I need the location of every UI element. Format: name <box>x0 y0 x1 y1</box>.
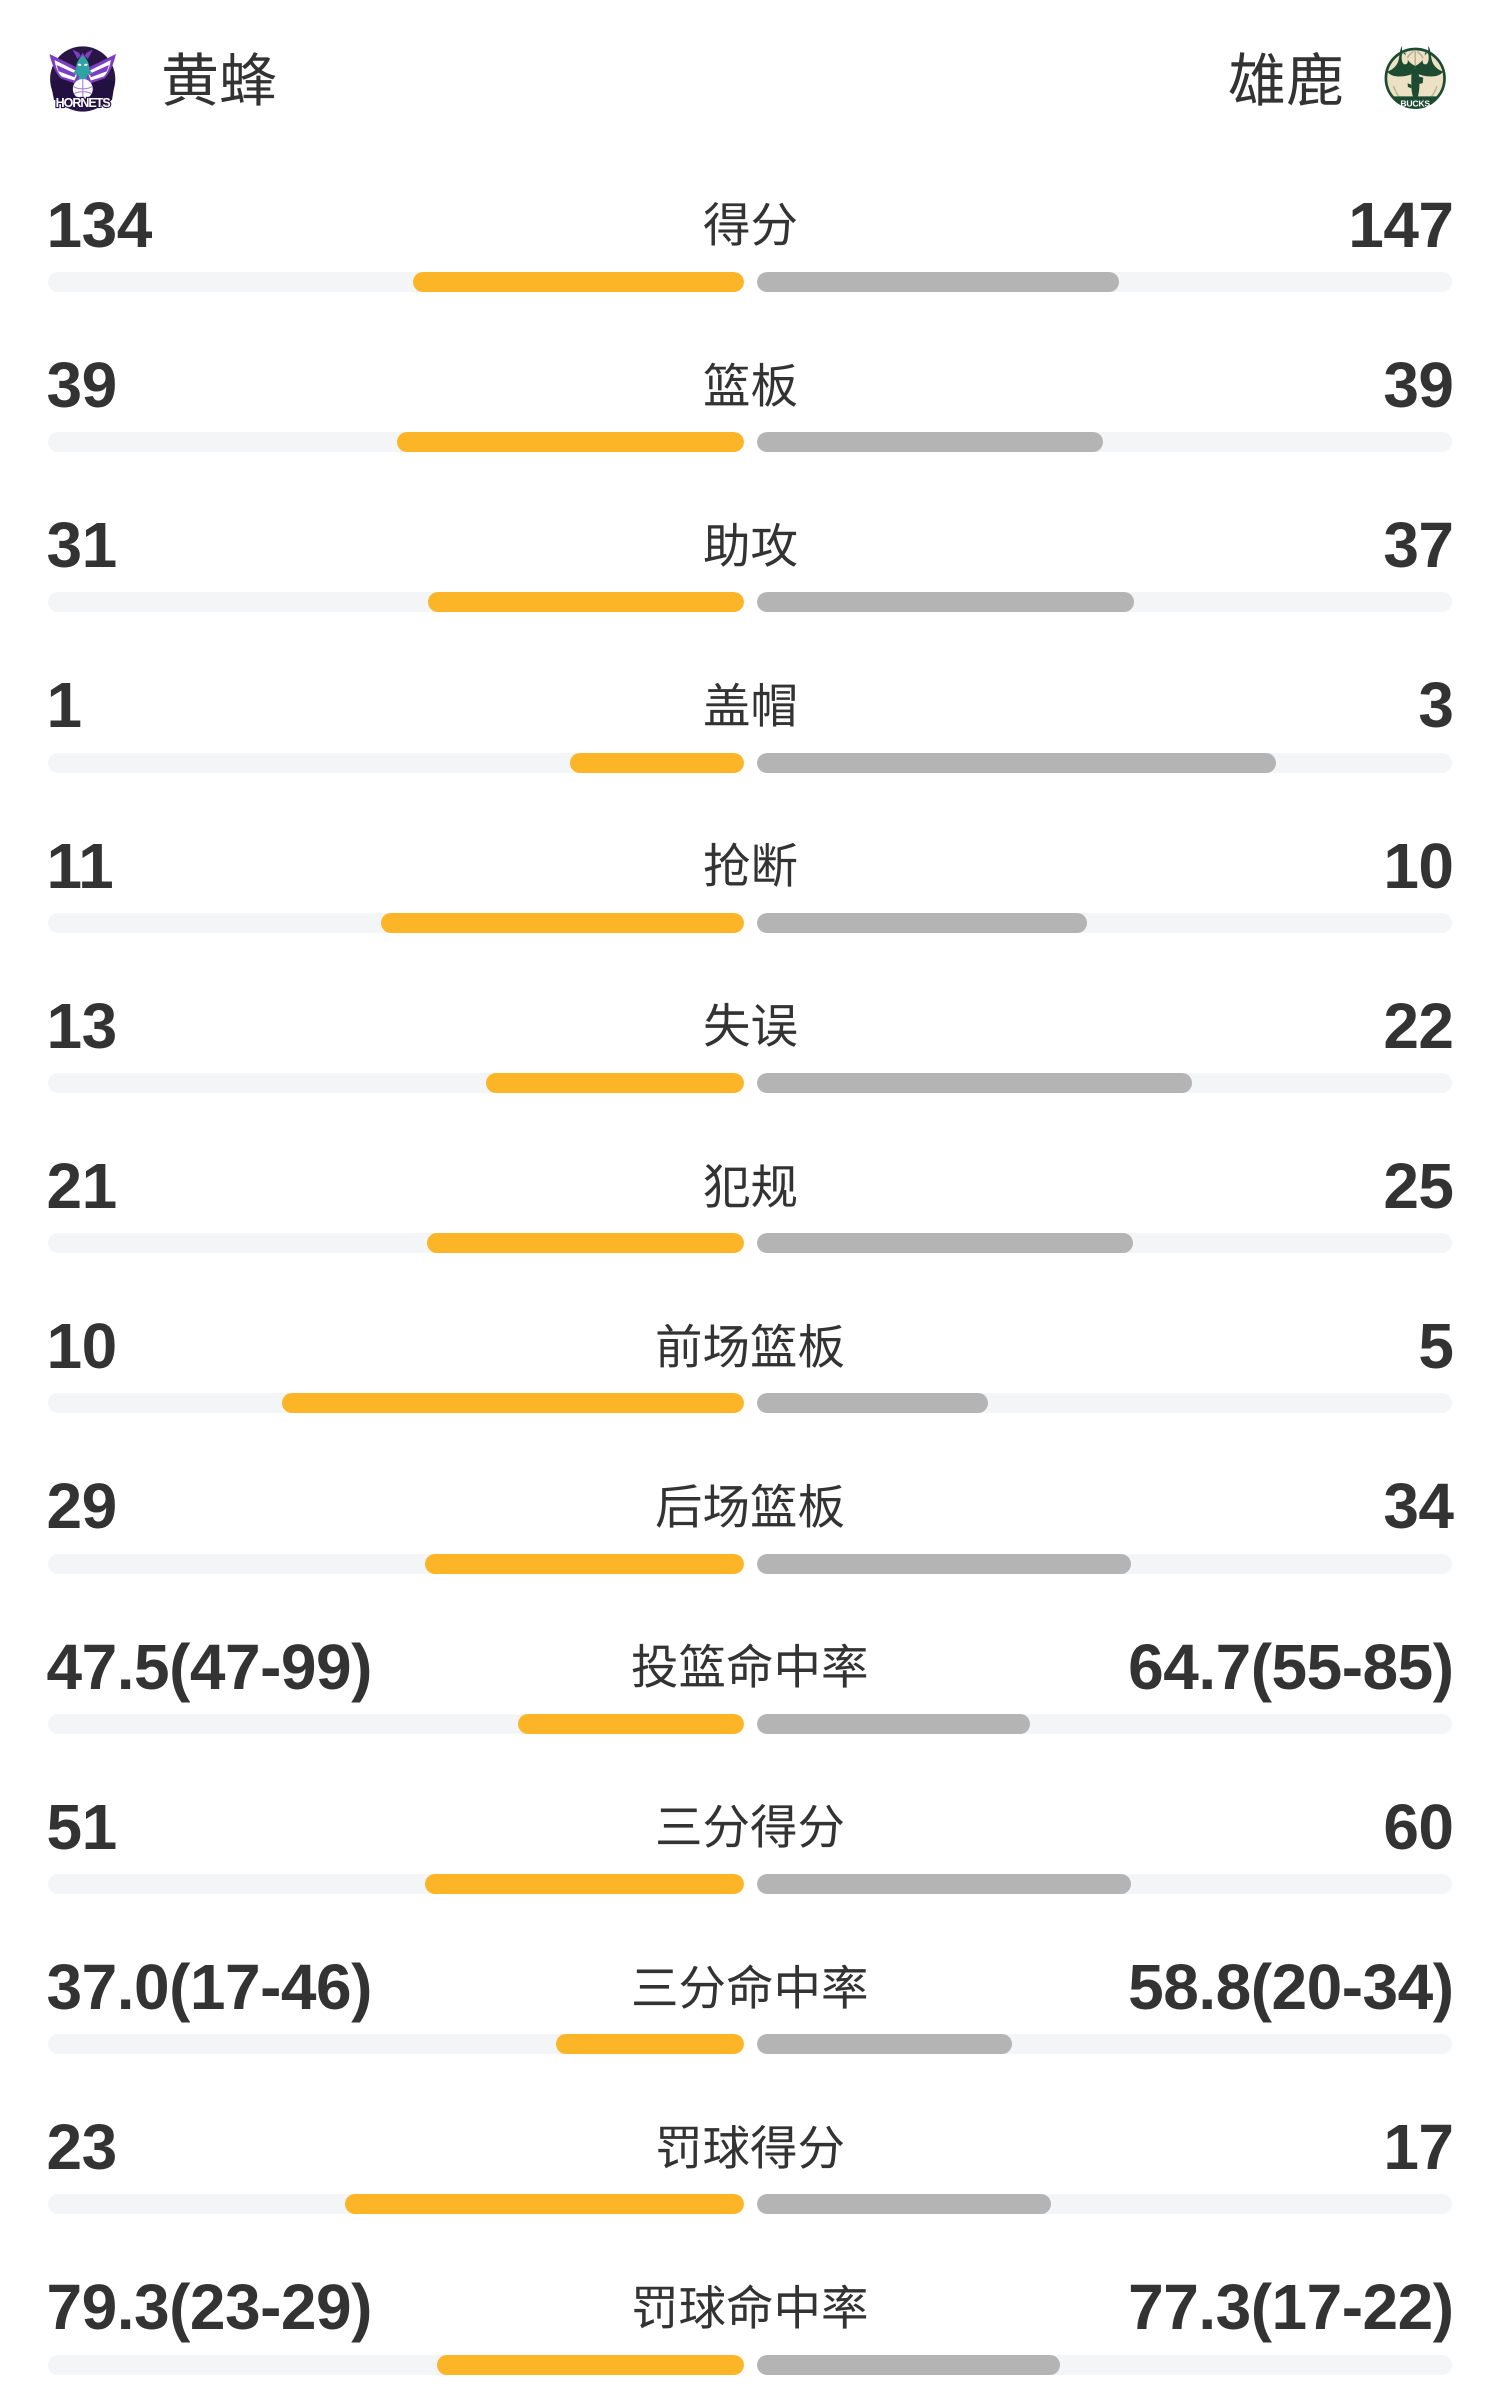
svg-text:HORNETS: HORNETS <box>56 96 111 110</box>
svg-text:BUCKS: BUCKS <box>1400 99 1430 109</box>
